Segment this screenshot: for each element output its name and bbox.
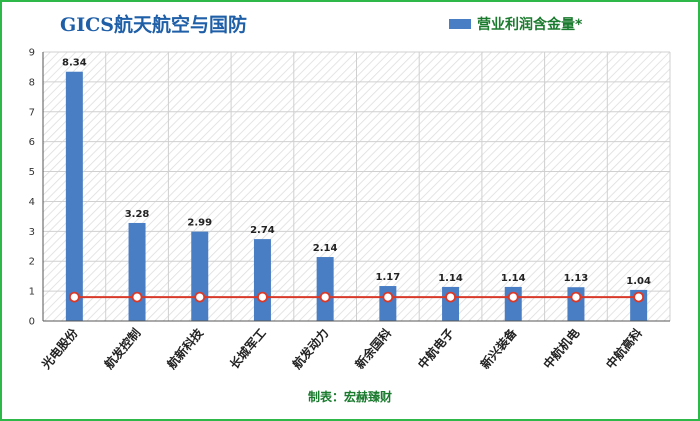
reference-point	[382, 291, 394, 303]
reference-point	[131, 291, 143, 303]
x-tick-label: 中航机电	[540, 325, 582, 371]
y-tick-label: 3	[29, 227, 35, 238]
bar-data-label: 8.34	[62, 58, 87, 69]
x-tick-label: 中航高科	[603, 325, 645, 371]
chart-credit: 制表：宏赫臻财	[307, 390, 392, 404]
bar-data-label: 3.28	[125, 209, 150, 220]
bar-data-label: 1.14	[501, 273, 526, 284]
bar	[65, 71, 83, 321]
bar	[379, 286, 397, 321]
bar	[316, 257, 334, 321]
x-tick-label: 航发动力	[289, 325, 331, 371]
bar-data-label: 1.04	[626, 276, 651, 287]
x-tick-label: 中航电子	[414, 325, 456, 371]
y-tick-label: 9	[29, 48, 35, 59]
reference-point	[194, 291, 206, 303]
bar-data-label: 1.14	[438, 273, 463, 284]
reference-point	[68, 291, 80, 303]
reference-point	[633, 291, 645, 303]
chart-title: GICS航天航空与国防	[60, 14, 247, 36]
y-tick-label: 6	[29, 137, 35, 148]
legend-swatch	[449, 19, 471, 29]
reference-point	[319, 291, 331, 303]
y-tick-label: 2	[29, 257, 35, 268]
x-tick-label: 航新科技	[164, 325, 207, 372]
x-tick-label: 光电股份	[38, 325, 82, 373]
bar-data-label: 1.17	[376, 272, 401, 283]
y-tick-label: 1	[29, 287, 35, 298]
reference-point	[257, 291, 268, 303]
y-tick-label: 5	[29, 167, 35, 178]
bar	[128, 222, 146, 321]
reference-point	[570, 291, 582, 303]
bar-data-label: 2.14	[313, 243, 338, 254]
y-tick-label: 8	[29, 77, 35, 88]
y-tick-label: 7	[29, 107, 35, 118]
reference-point	[445, 291, 456, 303]
y-tick-label: 4	[29, 197, 35, 208]
x-tick-label: 新余国科	[352, 325, 394, 371]
bar	[253, 239, 271, 321]
legend-label: 营业利润含金量*	[477, 17, 583, 33]
x-tick-label: 长城军工	[226, 325, 268, 371]
bar-data-label: 2.74	[250, 225, 275, 236]
bar-data-label: 2.99	[187, 218, 212, 229]
legend: 营业利润含金量*	[449, 14, 582, 34]
reference-point	[507, 291, 519, 303]
x-tick-label: 新兴装备	[477, 325, 520, 372]
x-tick-label: 航发控制	[101, 325, 143, 371]
bar	[191, 231, 209, 321]
y-tick-label: 0	[29, 317, 35, 328]
bar-data-label: 1.13	[564, 273, 589, 284]
